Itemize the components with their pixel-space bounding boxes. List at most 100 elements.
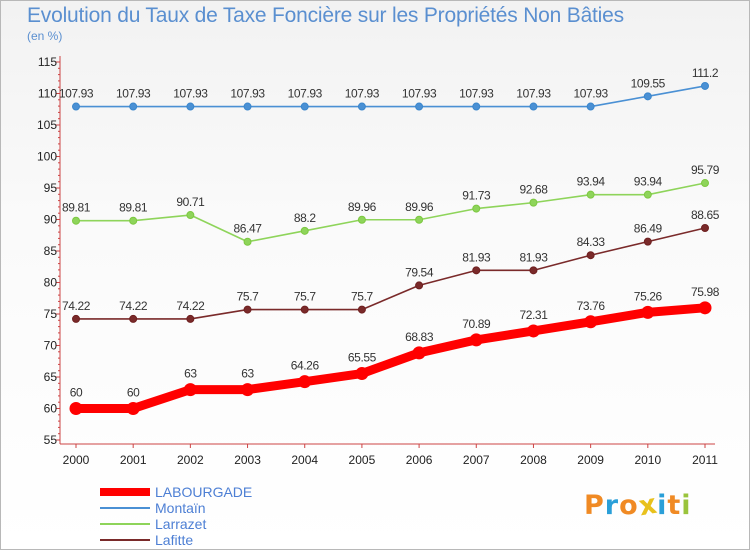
- legend-swatch: [100, 539, 150, 541]
- data-point: [586, 251, 595, 260]
- data-label: 107.93: [116, 87, 151, 101]
- data-label: 89.81: [119, 201, 148, 215]
- x-tick-label: 2000: [63, 453, 90, 467]
- y-tick-label: 90: [44, 213, 58, 227]
- logo-letter: i: [657, 490, 668, 521]
- data-point: [643, 92, 652, 101]
- data-label: 89.96: [348, 200, 377, 214]
- data-point: [472, 266, 481, 275]
- x-tick-label: 2005: [349, 453, 376, 467]
- data-point: [701, 179, 709, 188]
- x-tick-label: 2008: [520, 453, 547, 467]
- data-point: [586, 102, 595, 111]
- data-label: 60: [127, 386, 140, 400]
- data-label: 89.81: [62, 201, 91, 215]
- logo-letter: i: [681, 490, 692, 521]
- logo-letter: P: [584, 490, 605, 521]
- series-line-labourgade: [71, 303, 710, 413]
- legend-swatch: [100, 523, 150, 525]
- data-label: 107.93: [59, 87, 94, 101]
- legend-label: Larrazet: [155, 516, 207, 532]
- series-line-montaïn: [75, 85, 706, 108]
- data-point: [701, 81, 709, 90]
- data-point: [72, 314, 80, 323]
- data-point: [300, 305, 309, 314]
- series-line-lafitte: [75, 227, 706, 320]
- data-point: [72, 102, 80, 111]
- data-point: [183, 383, 197, 397]
- data-label: 93.94: [634, 175, 663, 189]
- data-point: [126, 402, 140, 415]
- data-label: 64.26: [291, 359, 320, 373]
- data-label: 65.55: [348, 351, 377, 365]
- y-tick-label: 100: [37, 150, 57, 164]
- legend: LABOURGADE Montaïn Larrazet Lafitte: [100, 484, 252, 548]
- data-label: 81.93: [519, 250, 548, 264]
- y-tick-label: 95: [44, 181, 58, 195]
- data-label: 89.96: [405, 200, 434, 214]
- data-point: [186, 211, 195, 220]
- data-label: 111.2: [692, 66, 719, 80]
- data-point: [469, 333, 483, 347]
- x-tick-label: 2004: [291, 453, 318, 467]
- x-tick-label: 2003: [234, 453, 261, 467]
- data-label: 88.65: [691, 208, 720, 222]
- data-label: 107.93: [230, 87, 265, 101]
- y-tick-label: 105: [37, 118, 57, 132]
- series-line-larrazet: [75, 182, 706, 243]
- data-label: 68.83: [405, 330, 434, 344]
- data-label: 73.76: [577, 299, 606, 313]
- data-point: [186, 102, 195, 111]
- data-label: 75.98: [691, 285, 720, 299]
- legend-item: Lafitte: [100, 532, 252, 548]
- data-point: [357, 102, 366, 111]
- data-point: [412, 346, 426, 360]
- data-label: 95.79: [691, 163, 720, 177]
- x-tick-label: 2011: [692, 453, 718, 467]
- data-point: [701, 224, 709, 233]
- data-point: [415, 215, 424, 224]
- data-label: 91.73: [462, 189, 491, 203]
- data-label: 90.71: [176, 195, 205, 209]
- data-point: [643, 237, 652, 246]
- data-point: [584, 315, 598, 329]
- data-label: 81.93: [462, 250, 491, 264]
- legend-item: Larrazet: [100, 516, 252, 532]
- data-label: 86.47: [234, 222, 263, 236]
- legend-item: LABOURGADE: [100, 484, 252, 500]
- data-label: 107.93: [173, 87, 208, 101]
- data-label: 109.55: [631, 76, 666, 90]
- data-point: [472, 102, 481, 111]
- data-labels: 107.93 107.93 107.93 107.93 107.93 107.93 107.…: [59, 66, 720, 400]
- data-label: 75.7: [237, 290, 259, 304]
- data-label: 107.93: [288, 87, 323, 101]
- data-point: [243, 305, 252, 314]
- data-point: [526, 324, 540, 338]
- data-label: 107.93: [459, 87, 494, 101]
- chart-subtitle: (en %): [27, 29, 63, 43]
- data-point: [643, 190, 652, 199]
- data-point: [529, 198, 538, 207]
- data-point: [72, 216, 80, 225]
- legend-swatch: [100, 507, 150, 509]
- data-label: 107.93: [402, 87, 437, 101]
- y-tick-label: 60: [44, 402, 58, 416]
- legend-item: Montaïn: [100, 500, 252, 516]
- data-label: 74.22: [62, 299, 91, 313]
- y-tick-label: 115: [38, 55, 57, 69]
- proxiti-logo: Proxiti: [584, 489, 692, 523]
- x-tick-label: 2002: [177, 453, 204, 467]
- logo-letter: o: [619, 490, 639, 521]
- data-point: [357, 215, 366, 224]
- data-label: 107.93: [345, 87, 380, 101]
- data-point: [243, 102, 252, 111]
- data-label: 93.94: [577, 175, 606, 189]
- data-label: 70.89: [462, 317, 491, 331]
- data-label: 75.26: [634, 289, 663, 303]
- data-point: [298, 375, 312, 389]
- logo-letter: r: [604, 490, 620, 521]
- y-tick-label: 110: [38, 87, 57, 101]
- data-label: 84.33: [577, 235, 606, 249]
- axes: 55 60 65 70 75 80 85 90 95 100 105 110 115 2000 2001 20…: [37, 55, 718, 467]
